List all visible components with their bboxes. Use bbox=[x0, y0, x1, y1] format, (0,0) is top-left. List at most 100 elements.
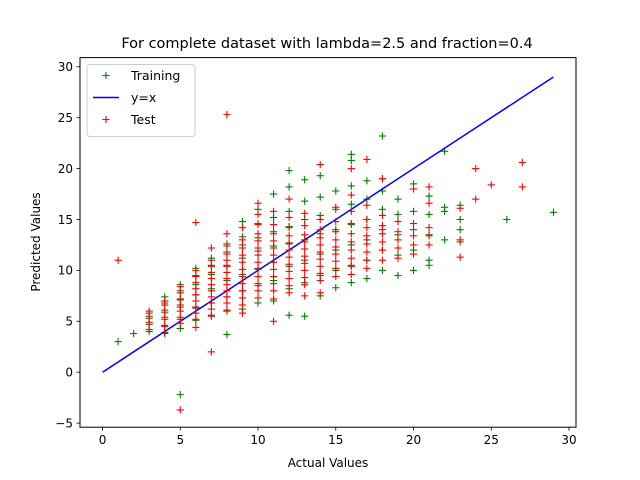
data-point bbox=[316, 269, 324, 278]
data-point bbox=[332, 272, 340, 281]
data-point bbox=[347, 262, 355, 270]
data-point bbox=[316, 289, 324, 297]
legend-box bbox=[86, 64, 196, 137]
data-point bbox=[192, 291, 200, 299]
data-point bbox=[332, 236, 340, 244]
data-point bbox=[441, 203, 449, 211]
data-point bbox=[223, 274, 231, 283]
data-point bbox=[425, 199, 433, 207]
data-point bbox=[207, 312, 215, 320]
data-point bbox=[456, 226, 464, 234]
data-point bbox=[332, 250, 340, 258]
data-point bbox=[332, 187, 340, 195]
chart-title: For complete dataset with lambda=2.5 and… bbox=[121, 36, 532, 52]
y-axis-label: Predicted Values bbox=[29, 192, 43, 291]
data-point bbox=[176, 307, 184, 315]
data-point bbox=[254, 265, 262, 273]
data-point bbox=[238, 251, 247, 259]
data-point bbox=[409, 266, 418, 274]
x-tick-label: 25 bbox=[484, 433, 499, 447]
data-point bbox=[269, 295, 278, 303]
data-point bbox=[269, 251, 278, 259]
data-point bbox=[425, 183, 433, 191]
x-tick-label: 15 bbox=[328, 433, 343, 447]
data-point bbox=[285, 167, 293, 175]
data-point bbox=[301, 266, 309, 274]
data-point bbox=[549, 208, 558, 216]
data-point bbox=[347, 207, 355, 215]
data-point bbox=[363, 155, 371, 164]
data-point bbox=[425, 232, 433, 240]
data-point bbox=[223, 111, 231, 119]
data-point bbox=[161, 329, 169, 338]
data-point bbox=[269, 287, 278, 295]
data-point bbox=[456, 215, 464, 224]
y-tick-label: 5 bbox=[65, 315, 73, 329]
data-point bbox=[238, 236, 247, 244]
data-point bbox=[207, 293, 215, 301]
data-point bbox=[301, 176, 309, 184]
data-point bbox=[301, 259, 309, 267]
data-point bbox=[223, 330, 231, 339]
data-point bbox=[347, 270, 355, 279]
data-point bbox=[363, 215, 371, 224]
data-point bbox=[316, 193, 324, 201]
data-point bbox=[254, 230, 262, 238]
data-point bbox=[487, 181, 495, 189]
data-point bbox=[472, 164, 480, 173]
data-point bbox=[285, 282, 293, 290]
data-point bbox=[285, 311, 293, 319]
data-point bbox=[394, 254, 402, 262]
data-point bbox=[223, 281, 231, 289]
data-point bbox=[223, 256, 231, 264]
data-point bbox=[192, 323, 200, 332]
data-point bbox=[285, 253, 293, 261]
data-point bbox=[332, 243, 340, 251]
data-point bbox=[316, 262, 324, 270]
data-point bbox=[456, 236, 464, 244]
data-point bbox=[192, 309, 200, 317]
data-point bbox=[238, 287, 247, 295]
data-point bbox=[238, 301, 247, 309]
data-point bbox=[347, 191, 355, 199]
data-point bbox=[269, 272, 278, 281]
data-point bbox=[192, 285, 200, 293]
data-point bbox=[269, 317, 278, 325]
data-point bbox=[347, 150, 355, 158]
data-point bbox=[425, 192, 433, 200]
data-point bbox=[254, 220, 262, 229]
data-point bbox=[332, 284, 340, 292]
x-tick-label: 10 bbox=[250, 433, 265, 447]
data-point bbox=[238, 244, 247, 252]
data-point bbox=[456, 204, 464, 212]
data-point bbox=[207, 244, 215, 252]
data-point bbox=[394, 228, 402, 236]
data-point bbox=[409, 219, 418, 228]
y-tick-label: 15 bbox=[58, 213, 73, 227]
data-point bbox=[301, 215, 309, 224]
data-point bbox=[176, 313, 184, 321]
data-point bbox=[301, 281, 309, 289]
data-point bbox=[394, 217, 402, 226]
data-point bbox=[301, 231, 309, 239]
data-point bbox=[254, 294, 262, 302]
data-point bbox=[394, 271, 402, 280]
data-point bbox=[254, 199, 262, 207]
data-point bbox=[238, 272, 247, 281]
x-tick-label: 5 bbox=[176, 433, 184, 447]
data-point bbox=[223, 306, 231, 314]
y-tick-label: 25 bbox=[58, 111, 73, 125]
data-point bbox=[130, 329, 138, 338]
data-point bbox=[409, 232, 418, 240]
data-point bbox=[269, 230, 278, 238]
data-point bbox=[316, 276, 324, 285]
data-point bbox=[207, 256, 215, 264]
data-point bbox=[176, 319, 184, 327]
legend-marker bbox=[102, 115, 110, 124]
data-point bbox=[316, 248, 324, 256]
data-point bbox=[301, 292, 309, 300]
data-point bbox=[161, 322, 169, 330]
data-point bbox=[425, 256, 433, 264]
data-point bbox=[254, 272, 262, 281]
